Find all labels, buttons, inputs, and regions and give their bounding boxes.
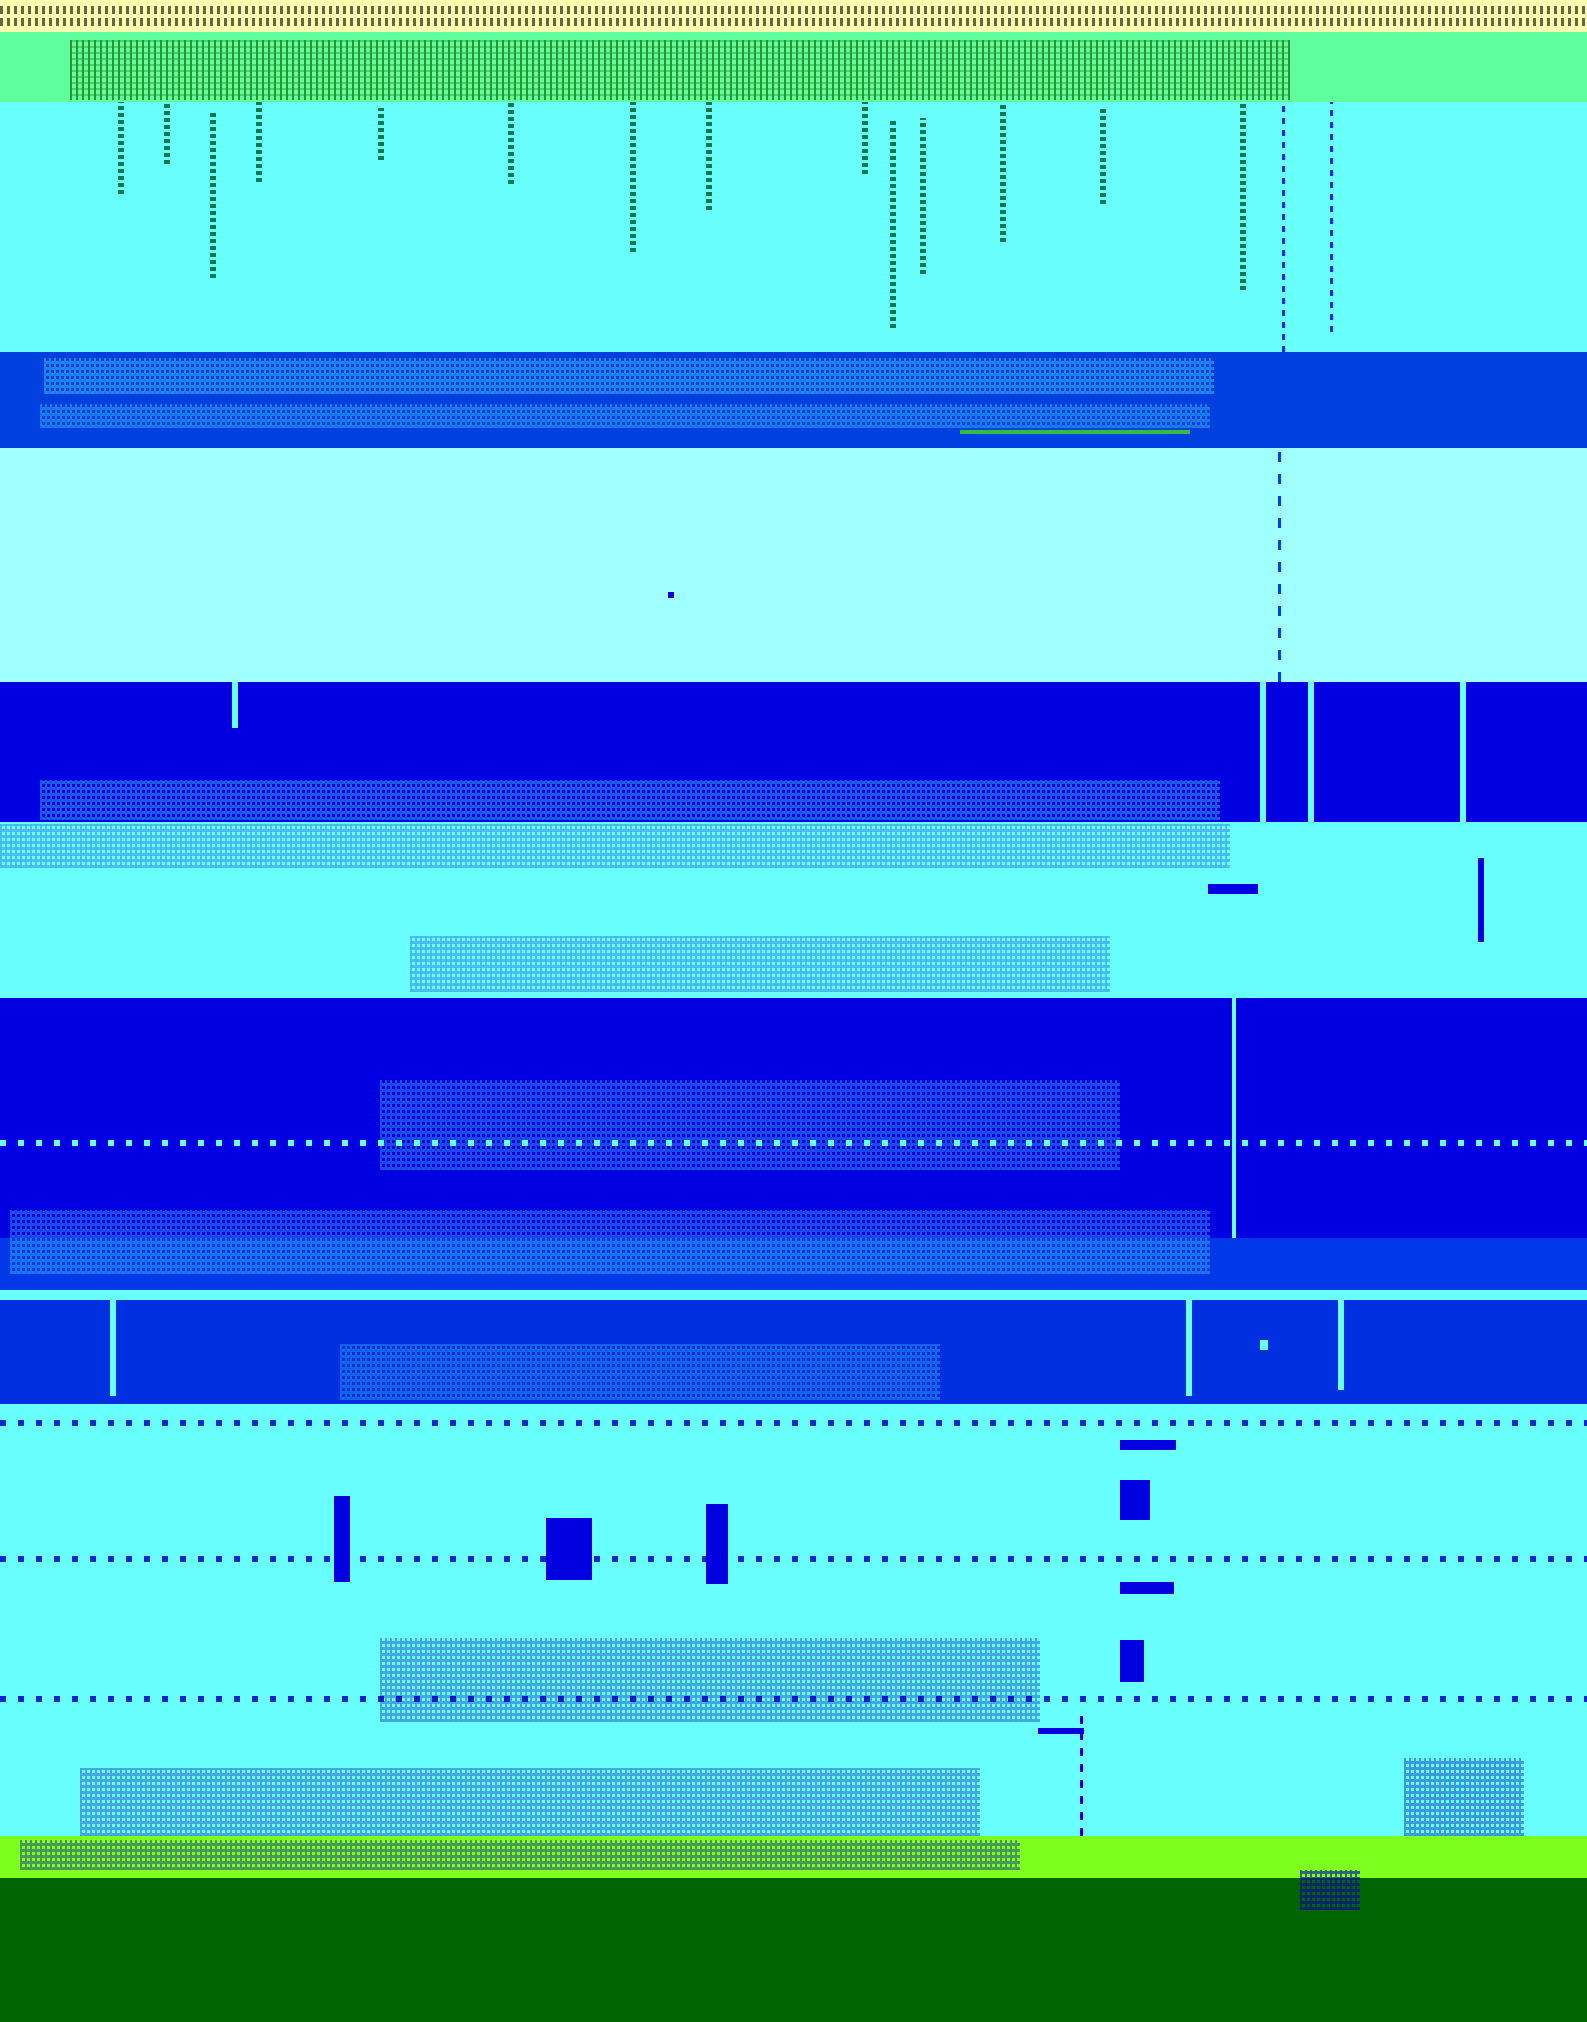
noise-cluster [1300, 1870, 1360, 1910]
dotted-divider [1080, 1716, 1083, 1836]
drip-mark [1000, 102, 1006, 242]
cyan-band-1 [0, 102, 1587, 352]
block-mark [1120, 1480, 1150, 1520]
bar-mark [1232, 998, 1236, 1238]
drip-mark [1240, 102, 1246, 290]
dot-mark [1260, 1340, 1268, 1350]
noise-cluster [1404, 1758, 1524, 1836]
dotted-row [0, 1696, 1587, 1702]
noise-text-row [380, 1638, 1040, 1722]
drip-mark [1100, 108, 1106, 204]
bar-mark [1478, 858, 1484, 942]
block-mark [546, 1518, 592, 1580]
dotted-row [0, 1556, 1587, 1562]
dash-mark [1120, 1582, 1174, 1594]
noise-text-row [410, 936, 1110, 992]
bar-mark [1460, 682, 1466, 822]
bar-mark [232, 682, 238, 728]
bar-mark [1308, 682, 1314, 822]
block-mark [1120, 1640, 1144, 1682]
top-noise-row-2 [0, 18, 1587, 26]
top-strip [0, 0, 1587, 32]
cyan-band-3 [0, 1404, 1587, 1836]
cyan-divider [0, 1290, 1587, 1300]
green-noise-pattern [70, 40, 1290, 100]
noise-text-row [44, 358, 1214, 394]
dotted-row [0, 1140, 1587, 1146]
dotted-row [0, 1420, 1587, 1426]
navy-band-2 [0, 998, 1587, 1238]
noise-text-row [10, 1210, 1210, 1274]
noise-text-row [80, 1768, 980, 1836]
drip-mark [630, 102, 636, 252]
drip-mark [508, 102, 514, 184]
bar-mark [1186, 1300, 1192, 1396]
bar-mark [1260, 682, 1266, 822]
blue-band-1 [0, 352, 1587, 448]
dotted-divider [1282, 102, 1285, 352]
noise-text-row [340, 1344, 940, 1400]
drip-mark [256, 102, 262, 182]
top-noise-row-1 [0, 6, 1587, 14]
cyan-band-2 [0, 822, 1587, 998]
noise-text-row [20, 1840, 1020, 1870]
pale-band [0, 448, 1587, 682]
dash-mark [1208, 884, 1258, 894]
bar-mark [110, 1300, 116, 1396]
drip-mark [862, 102, 868, 174]
drip-mark [210, 110, 216, 278]
dash-mark [1120, 1440, 1176, 1450]
drip-mark [706, 102, 712, 210]
bar-mark [334, 1496, 350, 1582]
dotted-divider [1278, 448, 1281, 682]
bar-mark [706, 1504, 728, 1584]
green-underline [960, 430, 1190, 434]
drip-mark [890, 118, 896, 328]
dot-mark [668, 592, 674, 598]
drip-mark [920, 118, 926, 274]
drip-mark [118, 102, 124, 194]
noise-text-row [0, 824, 1230, 868]
noise-text-row [40, 404, 1210, 428]
drip-mark [164, 102, 170, 164]
noise-text-row [40, 780, 1220, 820]
dotted-divider [1330, 102, 1333, 332]
noise-text-row [380, 1080, 1120, 1170]
bar-mark [1338, 1300, 1344, 1390]
drip-mark [378, 108, 384, 160]
navy-band-1 [0, 682, 1587, 822]
blue-band-3 [0, 1300, 1587, 1404]
dash-mark [1038, 1728, 1084, 1734]
blue-band-2 [0, 1238, 1587, 1290]
